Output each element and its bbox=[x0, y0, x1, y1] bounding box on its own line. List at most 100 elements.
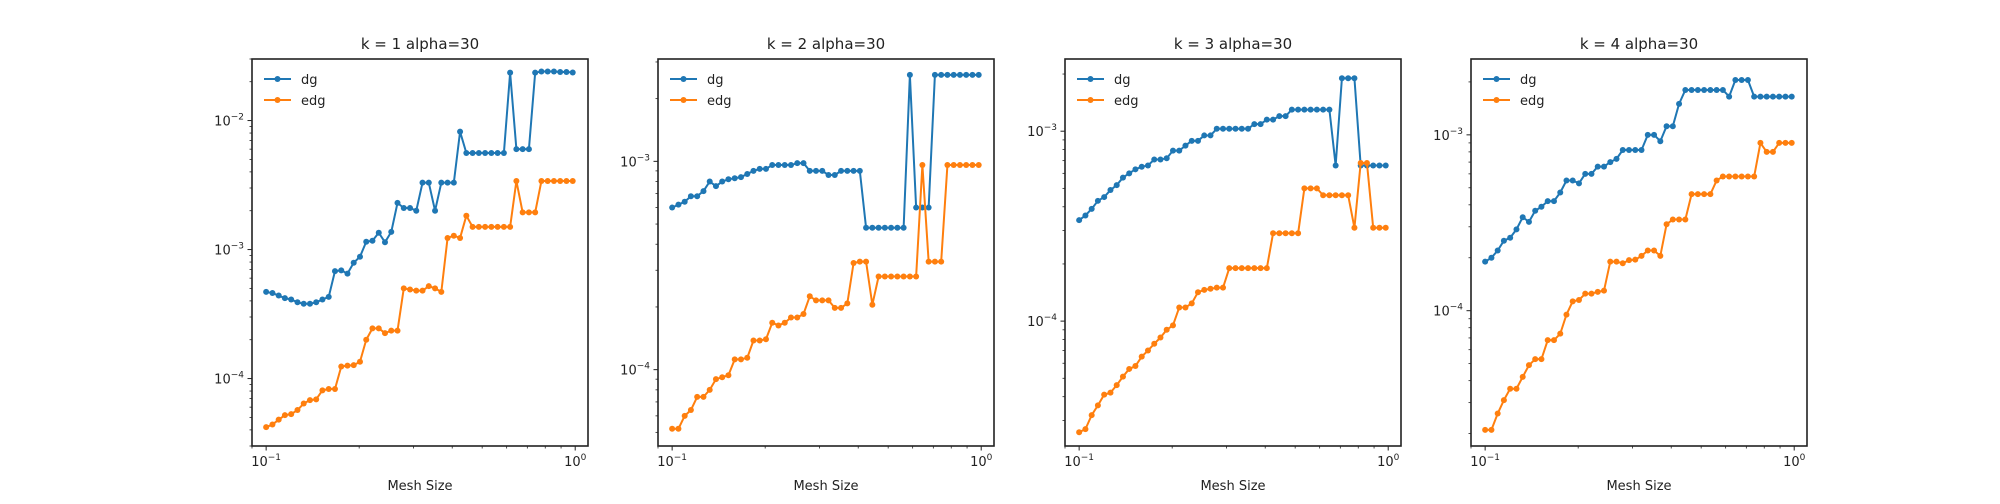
data-point-dg-4 bbox=[1507, 234, 1514, 241]
data-point-dg-4 bbox=[1644, 131, 1651, 138]
data-point-edg-1 bbox=[394, 327, 401, 334]
data-point-edg-1 bbox=[313, 396, 320, 403]
data-point-dg-2 bbox=[856, 167, 863, 174]
legend-3: dg edg bbox=[1077, 73, 1139, 109]
chart-title-3: k = 3 alpha=30 bbox=[1174, 35, 1292, 53]
data-point-edg-3 bbox=[1257, 265, 1264, 272]
data-point-edg-2 bbox=[750, 337, 757, 344]
data-point-dg-2 bbox=[913, 204, 920, 211]
data-point-dg-3 bbox=[1088, 205, 1095, 212]
data-point-edg-4 bbox=[1713, 177, 1720, 184]
data-point-dg-2 bbox=[900, 224, 907, 231]
data-point-dg-2 bbox=[806, 167, 813, 174]
x-axis-label-3: Mesh Size bbox=[1200, 479, 1265, 494]
data-point-dg-1 bbox=[525, 146, 532, 153]
data-point-edg-1 bbox=[494, 223, 501, 230]
y-tick-label-1: 10−3 bbox=[214, 242, 244, 259]
data-point-dg-1 bbox=[494, 150, 501, 157]
data-point-edg-1 bbox=[550, 177, 557, 184]
data-point-edg-3 bbox=[1107, 389, 1114, 396]
data-point-edg-2 bbox=[756, 337, 763, 344]
chart-title-1: k = 1 alpha=30 bbox=[361, 35, 479, 53]
data-point-edg-1 bbox=[538, 177, 545, 184]
data-point-dg-4 bbox=[1569, 177, 1576, 184]
data-point-dg-3 bbox=[1338, 75, 1345, 82]
data-point-dg-4 bbox=[1582, 170, 1589, 177]
data-point-edg-3 bbox=[1094, 402, 1101, 409]
plot-frame-3 bbox=[1064, 58, 1402, 447]
data-point-dg-1 bbox=[413, 207, 420, 214]
data-point-edg-1 bbox=[375, 325, 382, 332]
data-point-edg-1 bbox=[281, 412, 288, 419]
data-point-edg-2 bbox=[944, 162, 951, 169]
data-point-edg-3 bbox=[1376, 224, 1383, 231]
data-point-edg-2 bbox=[844, 300, 851, 307]
data-point-edg-1 bbox=[544, 177, 551, 184]
legend-label-edg-3: edg bbox=[1114, 94, 1139, 109]
data-point-edg-2 bbox=[694, 393, 701, 400]
data-point-edg-3 bbox=[1332, 192, 1339, 199]
data-point-edg-2 bbox=[825, 297, 832, 304]
data-point-dg-3 bbox=[1076, 217, 1083, 224]
data-point-dg-3 bbox=[1113, 182, 1120, 189]
data-point-dg-4 bbox=[1788, 93, 1795, 100]
y-tick-label-3: 10−4 bbox=[1027, 313, 1057, 330]
data-point-dg-3 bbox=[1370, 162, 1377, 169]
data-point-edg-4 bbox=[1688, 191, 1695, 198]
data-point-dg-3 bbox=[1188, 137, 1195, 144]
data-point-dg-3 bbox=[1320, 106, 1327, 113]
data-point-dg-4 bbox=[1669, 123, 1676, 130]
data-point-edg-3 bbox=[1320, 192, 1327, 199]
data-point-edg-3 bbox=[1263, 265, 1270, 272]
data-point-edg-4 bbox=[1494, 410, 1501, 417]
data-point-edg-3 bbox=[1251, 265, 1258, 272]
data-point-edg-1 bbox=[419, 287, 426, 294]
data-point-edg-3 bbox=[1382, 224, 1389, 231]
data-point-dg-2 bbox=[925, 204, 932, 211]
data-point-edg-4 bbox=[1757, 139, 1764, 146]
data-point-edg-3 bbox=[1276, 230, 1283, 237]
data-point-dg-1 bbox=[407, 204, 414, 211]
data-point-dg-1 bbox=[319, 296, 326, 303]
data-point-edg-1 bbox=[350, 362, 357, 369]
data-point-dg-1 bbox=[538, 68, 545, 75]
data-point-edg-3 bbox=[1370, 224, 1377, 231]
data-point-edg-1 bbox=[569, 177, 576, 184]
data-point-dg-1 bbox=[569, 69, 576, 76]
data-point-dg-4 bbox=[1694, 86, 1701, 93]
data-point-edg-2 bbox=[831, 304, 838, 311]
data-point-dg-4 bbox=[1682, 86, 1689, 93]
data-point-edg-2 bbox=[819, 297, 826, 304]
data-point-edg-1 bbox=[500, 223, 507, 230]
y-tick-label-4: 10−4 bbox=[1433, 303, 1463, 320]
y-tick-label-4: 10−3 bbox=[1433, 127, 1463, 144]
data-point-edg-2 bbox=[869, 301, 876, 308]
data-point-dg-3 bbox=[1307, 106, 1314, 113]
data-point-edg-2 bbox=[794, 314, 801, 321]
data-point-dg-4 bbox=[1776, 93, 1783, 100]
data-point-edg-1 bbox=[475, 223, 482, 230]
data-point-dg-3 bbox=[1376, 162, 1383, 169]
data-point-edg-4 bbox=[1769, 148, 1776, 155]
data-point-edg-1 bbox=[381, 330, 388, 337]
data-point-dg-2 bbox=[756, 165, 763, 172]
data-point-dg-3 bbox=[1232, 125, 1239, 132]
data-point-edg-1 bbox=[344, 362, 351, 369]
data-point-dg-1 bbox=[300, 300, 307, 307]
data-point-edg-2 bbox=[975, 162, 982, 169]
data-point-edg-2 bbox=[938, 258, 945, 265]
data-point-dg-3 bbox=[1257, 121, 1264, 128]
data-point-dg-3 bbox=[1194, 137, 1201, 144]
data-point-dg-4 bbox=[1713, 86, 1720, 93]
data-point-edg-4 bbox=[1569, 298, 1576, 305]
data-point-edg-4 bbox=[1707, 191, 1714, 198]
data-point-edg-4 bbox=[1719, 173, 1726, 180]
series-line-edg-2 bbox=[672, 164, 979, 430]
data-point-edg-4 bbox=[1513, 385, 1520, 392]
data-point-dg-2 bbox=[944, 71, 951, 78]
data-point-dg-4 bbox=[1763, 93, 1770, 100]
data-point-dg-4 bbox=[1676, 100, 1683, 107]
data-point-dg-1 bbox=[313, 299, 320, 306]
